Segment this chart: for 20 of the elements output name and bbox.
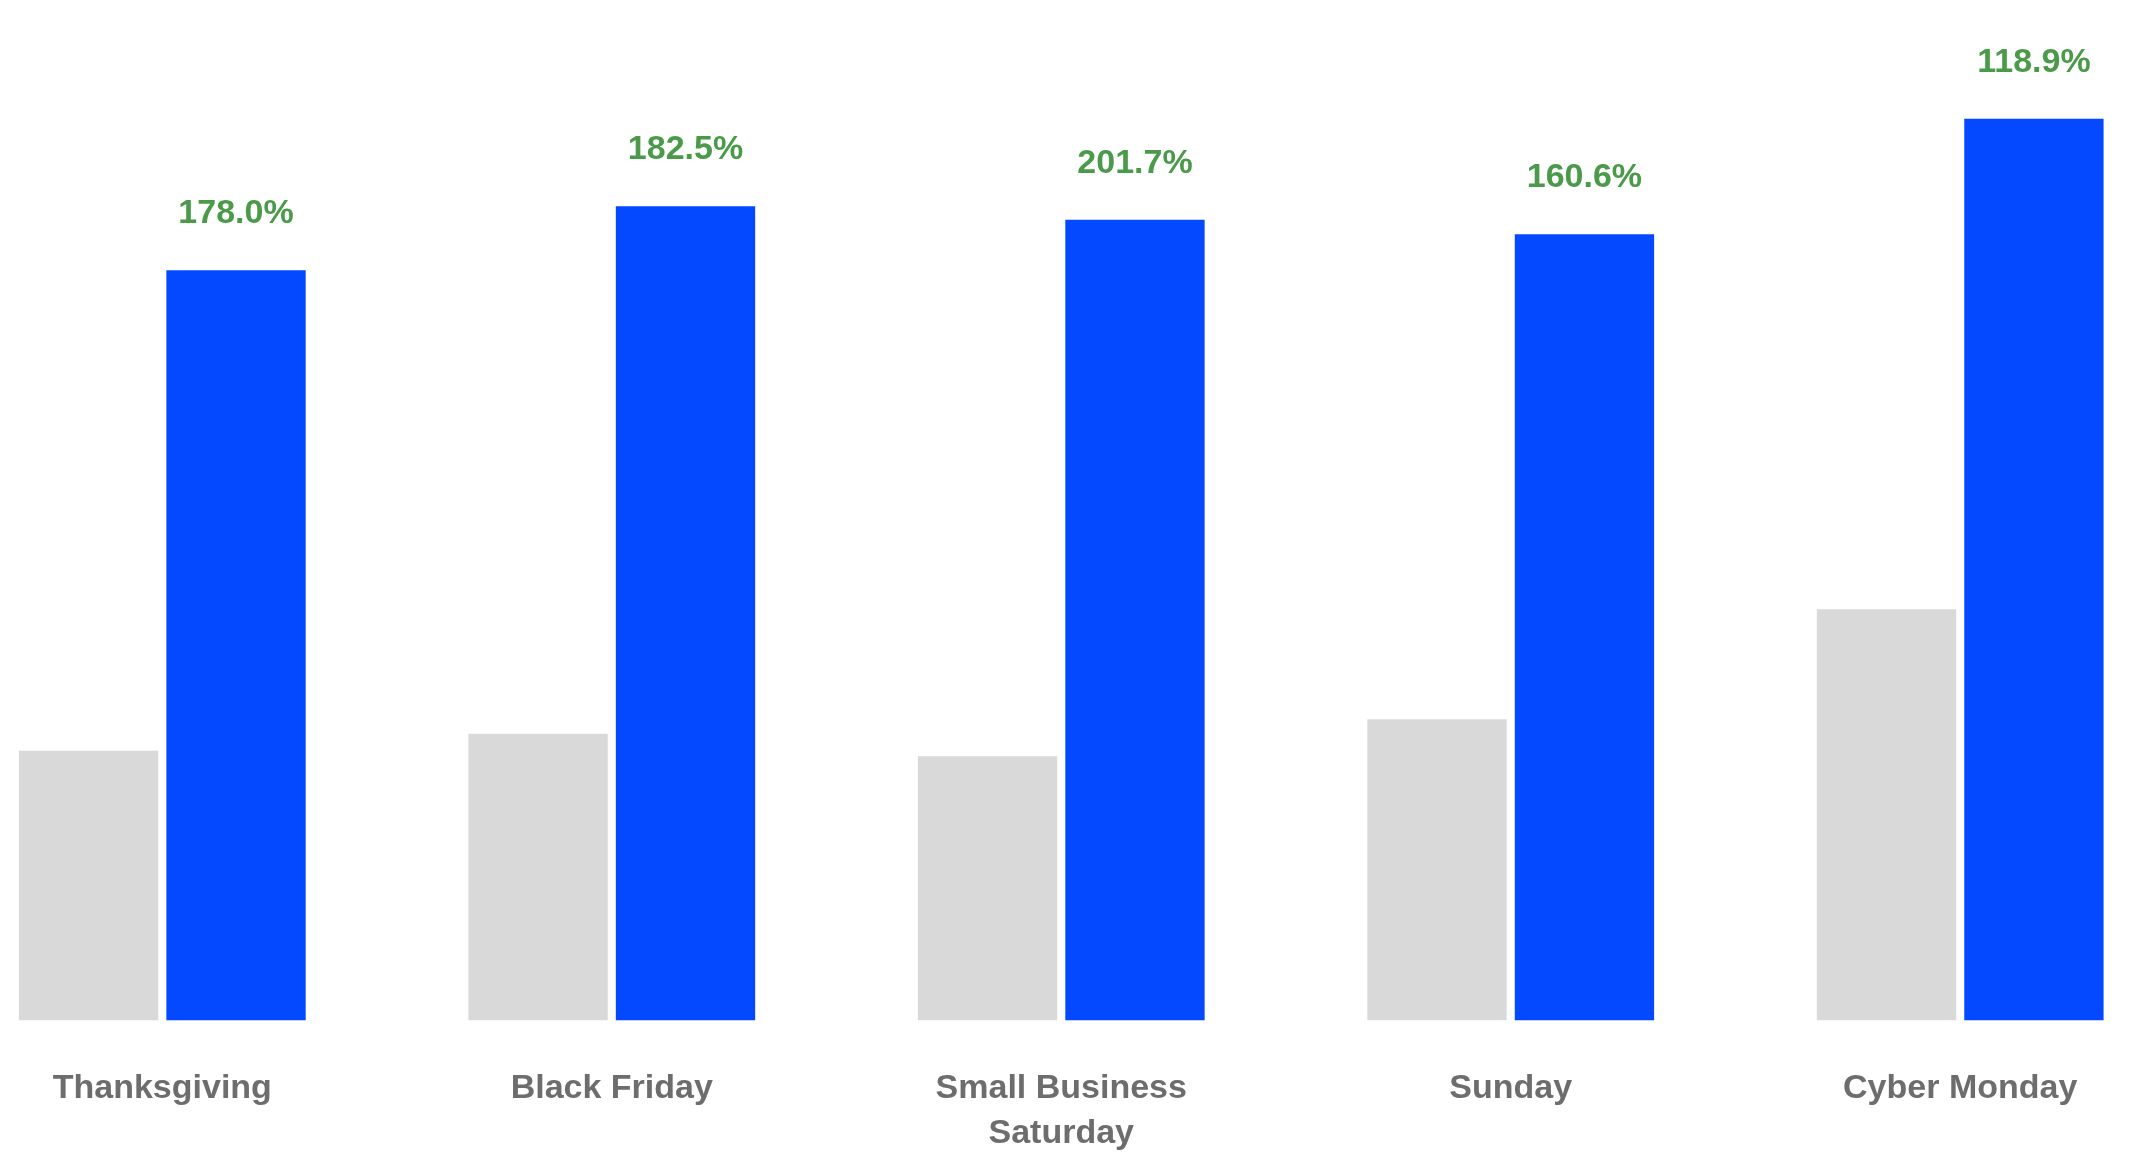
x-tick-label: Cyber Monday	[1843, 1066, 2078, 1105]
x-tick-label: Black Friday	[510, 1066, 713, 1105]
x-tick-label: Small Business Saturday	[935, 1066, 1187, 1151]
bar	[615, 206, 756, 1021]
bar	[1367, 719, 1507, 1021]
annotation: 182.5%	[627, 128, 744, 167]
bar	[1514, 234, 1655, 1021]
bar	[917, 756, 1058, 1021]
annotation: 160.6%	[1526, 156, 1643, 195]
bar	[1065, 219, 1205, 1021]
bar	[1816, 609, 1957, 1021]
annotation: 118.9%	[1977, 40, 2091, 79]
bar	[166, 270, 306, 1021]
bar	[468, 733, 608, 1021]
x-tick-label: Sunday	[1449, 1066, 1573, 1105]
annotation: 178.0%	[178, 192, 294, 231]
bar	[1964, 118, 2104, 1021]
annotation: 201.7%	[1077, 141, 1193, 180]
x-tick-label: Thanksgiving	[52, 1066, 272, 1105]
bar	[18, 750, 159, 1021]
